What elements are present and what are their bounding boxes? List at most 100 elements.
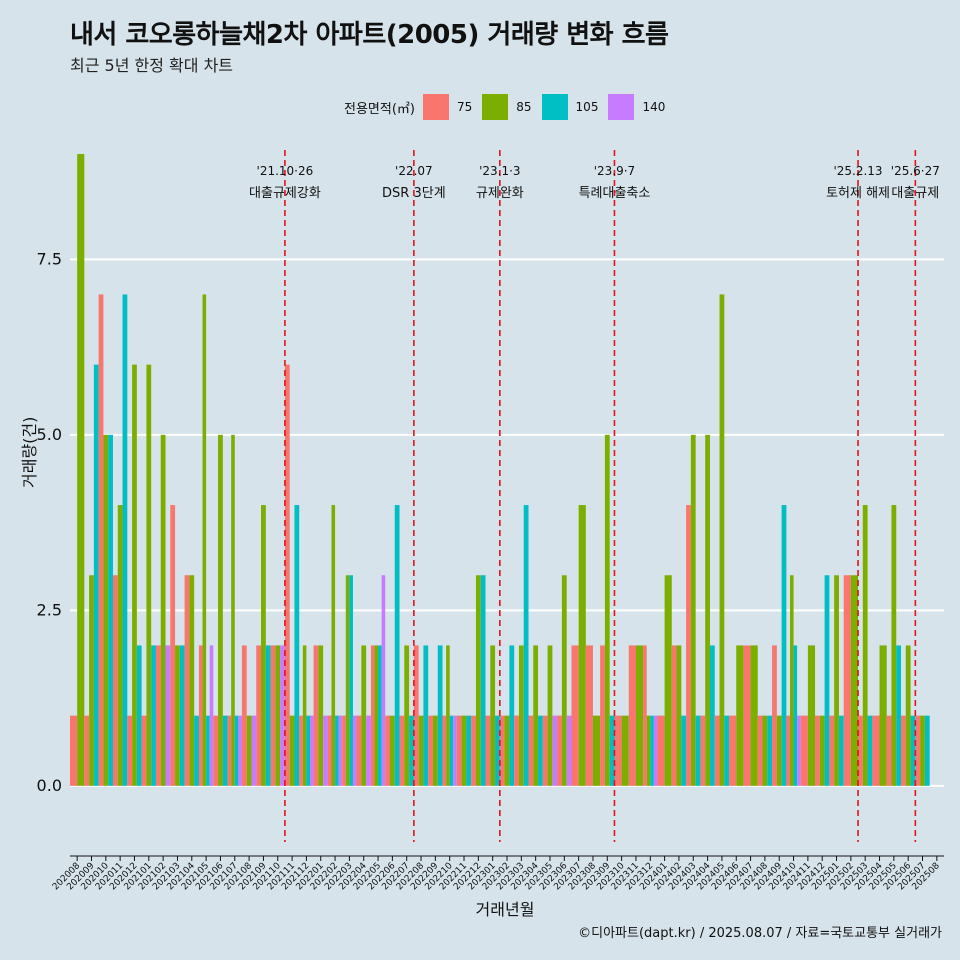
bar-202311-75 [628, 645, 636, 786]
bar-202104-75 [184, 575, 190, 786]
bar-202308-75 [585, 645, 593, 786]
bar-202409-75 [772, 645, 777, 786]
bar-202009-75 [84, 715, 90, 786]
bar-202403-85 [690, 434, 696, 786]
bar-202407-85 [750, 645, 758, 786]
bar-202201-75 [313, 645, 319, 786]
legend-swatch-85 [482, 94, 509, 120]
bar-202506-75 [901, 715, 906, 786]
bar-202102-140 [165, 645, 171, 786]
bar-202309-85 [604, 434, 610, 786]
bar-202504-75 [872, 715, 880, 786]
bar-202201-140 [323, 715, 328, 786]
bar-202401-75 [657, 715, 665, 786]
bar-202305-75 [542, 715, 548, 786]
bar-202012-105 [136, 645, 142, 786]
bar-202204-75 [356, 715, 362, 786]
bar-202009-85 [89, 575, 94, 786]
bar-202111-105 [294, 505, 300, 786]
bar-202406-75 [729, 715, 737, 786]
bar-202307-75 [571, 645, 579, 786]
bar-202311-85 [635, 645, 644, 786]
bar-202110-85 [275, 645, 281, 786]
event-date-label: '25.6·27 [891, 164, 940, 178]
bar-202206-75 [385, 715, 390, 786]
legend-item-75: 75 [422, 94, 476, 120]
bar-202103-75 [170, 505, 176, 786]
legend-item-85: 85 [482, 94, 535, 120]
bar-202208-85 [418, 715, 424, 786]
bar-202408-85 [762, 715, 768, 786]
bar-202503-75 [858, 715, 863, 786]
bar-202505-75 [886, 715, 892, 786]
bar-202404-85 [705, 434, 710, 786]
legend-label-140: 140 [642, 100, 666, 114]
bar-202208-105 [423, 645, 429, 786]
bar-202106-85 [218, 434, 223, 786]
bar-202211-75 [456, 715, 462, 786]
bar-202506-85 [905, 645, 911, 786]
bar-202202-75 [327, 715, 332, 786]
legend-title: 전용면적(㎡) [344, 101, 415, 117]
bar-202212-75 [471, 715, 476, 786]
bar-202102-75 [155, 645, 161, 786]
bar-202210-85 [446, 645, 450, 786]
legend-item-105: 105 [541, 94, 603, 120]
bar-202010-75 [98, 294, 104, 786]
bar-202412-85 [819, 715, 825, 786]
legend-swatch-75 [422, 94, 449, 120]
event-text-label: 규제완화 [476, 186, 524, 201]
bar-202105-85 [202, 294, 207, 786]
bar-202502-75 [843, 575, 851, 786]
bar-202401-85 [664, 575, 672, 786]
bar-202306-140 [566, 715, 572, 786]
bar-202206-85 [389, 715, 395, 786]
bar-202011-105 [122, 294, 128, 786]
bar-202110-140 [280, 645, 285, 786]
bar-202506-105 [910, 715, 916, 786]
bar-202211-105 [466, 715, 472, 786]
bar-202505-105 [896, 645, 902, 786]
bar-202210-105 [449, 715, 454, 786]
legend-label-85: 85 [516, 100, 532, 114]
bar-202410-85 [789, 575, 794, 786]
bar-202303-85 [518, 645, 524, 786]
bar-202410-140 [797, 715, 801, 786]
bar-202210-75 [442, 715, 447, 786]
bar-202507-105 [924, 715, 930, 786]
bar-202503-85 [862, 505, 868, 786]
bar-202404-75 [700, 715, 706, 786]
bar-202106-105 [222, 715, 228, 786]
bar-202101-75 [141, 715, 147, 786]
bar-202410-105 [793, 645, 798, 786]
bar-202301-105 [495, 715, 500, 786]
bar-202305-85 [547, 645, 553, 786]
bar-202109-75 [256, 645, 262, 786]
bar-202312-105 [650, 715, 654, 786]
bar-202111-85 [289, 715, 295, 786]
bar-202205-85 [374, 645, 379, 786]
event-date-label: '21.10·26 [257, 164, 314, 178]
y-axis-label: 거래량(건) [20, 416, 39, 488]
bar-202203-85 [345, 575, 350, 786]
bar-202112-105 [306, 715, 310, 786]
chart-title: 내서 코오롱하늘채2차 아파트(2005) 거래량 변화 흐름 [70, 20, 669, 50]
bar-202108-85 [246, 715, 252, 786]
chart-subtitle: 최근 5년 한정 확대 차트 [70, 56, 234, 75]
event-text-label: 토허제 해제 [826, 186, 890, 201]
bar-202202-85 [331, 505, 336, 786]
y-tick-label: 0.0 [37, 776, 62, 795]
bar-202404-105 [709, 645, 715, 786]
bar-202409-85 [776, 715, 782, 786]
bar-202107-105 [234, 715, 239, 786]
bar-202211-85 [461, 715, 467, 786]
bar-202403-75 [686, 505, 691, 786]
bar-202405-85 [719, 294, 725, 786]
bar-202204-85 [361, 645, 367, 786]
bar-202402-105 [681, 715, 687, 786]
y-tick-label: 2.5 [37, 600, 62, 619]
event-text-label: 대출규제강화 [249, 186, 321, 201]
bar-202108-75 [241, 645, 247, 786]
legend: 전용면적(㎡) 75 85 105 140 [344, 93, 675, 121]
